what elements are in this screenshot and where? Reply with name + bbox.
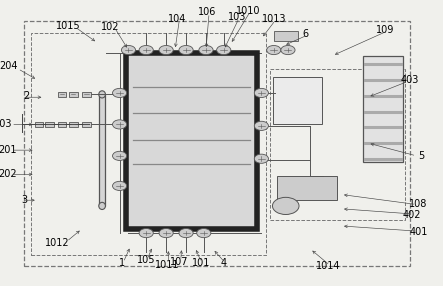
Circle shape: [179, 229, 193, 238]
Circle shape: [159, 45, 173, 55]
Bar: [363, 56, 403, 162]
Text: 5: 5: [418, 151, 424, 161]
Text: 1013: 1013: [261, 15, 286, 24]
Bar: [35, 122, 43, 127]
Text: 107: 107: [170, 257, 189, 267]
Circle shape: [139, 45, 153, 55]
Text: 203: 203: [0, 120, 12, 129]
Bar: [270, 69, 405, 220]
Text: 105: 105: [137, 255, 155, 265]
Circle shape: [113, 120, 127, 129]
Bar: [82, 122, 91, 127]
Circle shape: [254, 88, 268, 98]
Text: 401: 401: [409, 227, 428, 237]
Bar: [273, 77, 322, 124]
Ellipse shape: [99, 202, 105, 209]
Circle shape: [217, 45, 231, 55]
Text: 102: 102: [101, 22, 119, 32]
Text: 1014: 1014: [315, 261, 340, 271]
Text: 202: 202: [0, 170, 17, 179]
Circle shape: [254, 121, 268, 130]
Circle shape: [272, 197, 299, 214]
Bar: [69, 122, 78, 127]
Bar: [277, 176, 337, 200]
Circle shape: [139, 229, 153, 238]
Bar: [24, 21, 410, 266]
Circle shape: [159, 229, 173, 238]
Circle shape: [281, 45, 295, 55]
Text: 6: 6: [303, 29, 309, 39]
Text: 4: 4: [221, 258, 227, 268]
Bar: [45, 122, 54, 127]
Bar: [82, 92, 91, 97]
Circle shape: [197, 229, 211, 238]
Text: 201: 201: [0, 145, 17, 155]
Text: 106: 106: [198, 7, 216, 17]
Bar: [274, 31, 298, 41]
Circle shape: [113, 181, 127, 190]
Bar: [69, 92, 78, 97]
Bar: [126, 53, 257, 229]
Text: 1012: 1012: [45, 238, 70, 248]
Text: 403: 403: [400, 75, 419, 85]
Text: 101: 101: [192, 258, 211, 268]
Circle shape: [254, 154, 268, 163]
Text: 2: 2: [23, 91, 30, 101]
Bar: [31, 33, 266, 255]
Text: 103: 103: [228, 12, 246, 22]
Bar: [58, 92, 66, 97]
Circle shape: [179, 45, 193, 55]
Ellipse shape: [99, 91, 105, 98]
Text: 1: 1: [119, 258, 125, 268]
Bar: [58, 122, 66, 127]
Bar: [99, 94, 105, 206]
Circle shape: [267, 45, 281, 55]
Text: 109: 109: [376, 25, 395, 35]
Text: 1011: 1011: [155, 260, 180, 269]
Text: 1015: 1015: [56, 21, 81, 31]
Text: 108: 108: [409, 200, 428, 209]
Circle shape: [199, 45, 213, 55]
Text: 204: 204: [0, 61, 18, 71]
Circle shape: [121, 45, 136, 55]
Text: 1010: 1010: [236, 6, 260, 16]
Circle shape: [113, 151, 127, 160]
Text: 402: 402: [403, 210, 421, 219]
Text: 104: 104: [168, 14, 187, 23]
Circle shape: [113, 88, 127, 98]
Text: 3: 3: [22, 195, 28, 205]
